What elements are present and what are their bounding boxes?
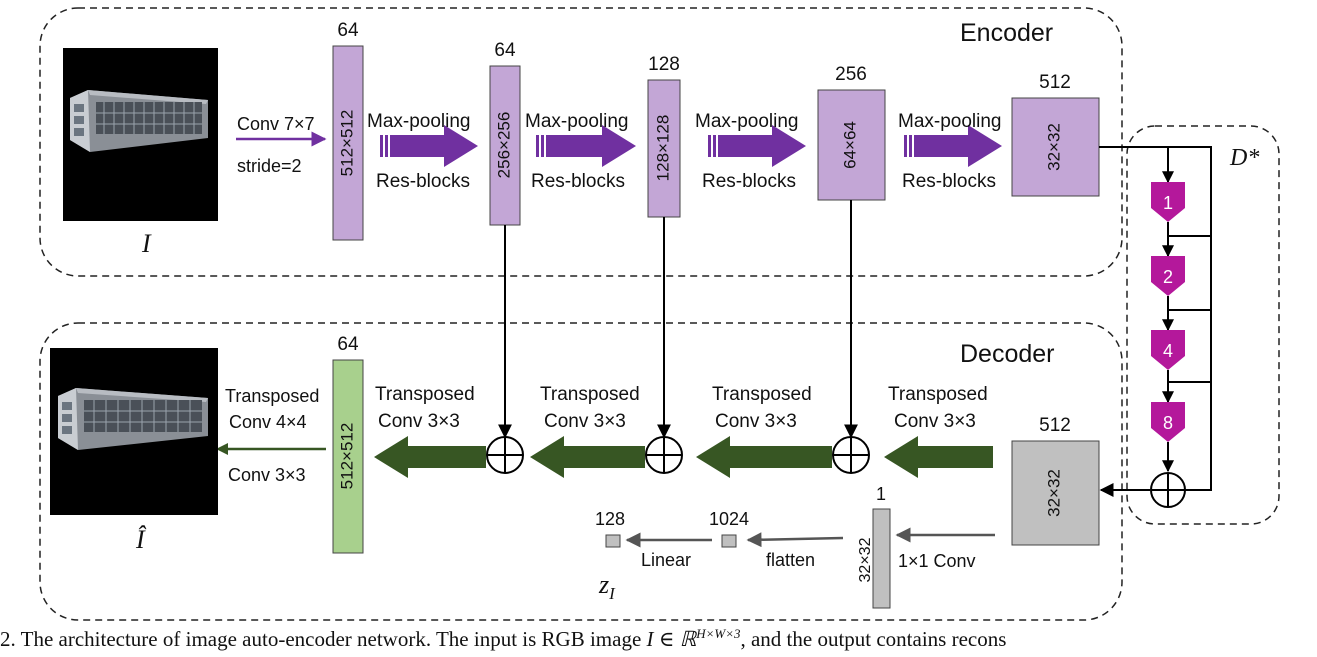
encoder-block-3: 128×128 128 xyxy=(647,54,681,218)
dilation-title: D* xyxy=(1229,145,1259,171)
svg-text:8: 8 xyxy=(1163,413,1173,433)
encoder-frame xyxy=(39,7,1123,277)
svg-text:64: 64 xyxy=(337,334,359,355)
svg-text:64×64: 64×64 xyxy=(840,121,859,169)
latent-vector xyxy=(605,534,621,548)
tconv-2-top-label: Transposed xyxy=(712,384,812,405)
stage-1-top-label: Max-pooling xyxy=(367,111,471,132)
svg-text:64: 64 xyxy=(337,20,359,41)
tconv-3-top-label: Transposed xyxy=(540,384,640,405)
encoder-stage-arrow-1 xyxy=(380,125,478,167)
decoder-frame xyxy=(39,322,1123,621)
input-symbol: I xyxy=(141,229,152,258)
decoder-stage-arrow-4 xyxy=(374,436,486,478)
decoder-sum-node-1 xyxy=(832,436,870,474)
svg-text:32×32: 32×32 xyxy=(1044,123,1063,171)
tconv-3-bottom-label: Conv 3×3 xyxy=(544,411,626,432)
dilation-sum-node xyxy=(1150,472,1186,508)
decoder-input-block: 32×32 512 xyxy=(1011,415,1100,546)
dilation-frame xyxy=(1126,125,1280,525)
dilation-block-4: 4 xyxy=(1151,330,1185,370)
flatten-vector xyxy=(721,534,737,548)
svg-text:512: 512 xyxy=(1039,72,1071,93)
output-symbol: Î xyxy=(135,525,147,554)
latent-symbol: zI xyxy=(598,570,616,603)
dilation-block-1: 1 xyxy=(1151,182,1185,222)
dilation-block-8: 8 xyxy=(1151,402,1185,442)
stage-1-bottom-label: Res-blocks xyxy=(376,171,470,192)
dilation-block-2: 2 xyxy=(1151,256,1185,296)
conv1x1-label: 1×1 Conv xyxy=(898,551,976,571)
encoder-block-1: 512×512 64 xyxy=(332,20,364,241)
stage-4-top-label: Max-pooling xyxy=(898,111,1002,132)
flatten-label: flatten xyxy=(766,550,815,570)
linear-label: Linear xyxy=(641,550,691,570)
figure-caption: 2. The architecture of image auto-encode… xyxy=(0,626,1007,651)
input-image xyxy=(63,48,218,221)
decoder-title: Decoder xyxy=(960,340,1055,368)
encoder-stage-arrow-3 xyxy=(708,125,806,167)
bottleneck-block: 1 32×32 xyxy=(857,484,891,609)
stage-3-top-label: Max-pooling xyxy=(695,111,799,132)
flatten-size: 1024 xyxy=(709,509,749,529)
latent-size: 128 xyxy=(595,509,625,529)
svg-text:1: 1 xyxy=(1163,193,1173,213)
decoder-stage-arrow-2 xyxy=(696,436,832,478)
output-image xyxy=(50,348,218,515)
flatten-arrow xyxy=(746,532,844,548)
svg-text:512×512: 512×512 xyxy=(337,110,356,177)
tconv-2-bottom-label: Conv 3×3 xyxy=(715,411,797,432)
encoder-title: Encoder xyxy=(960,19,1053,47)
svg-text:32×32: 32×32 xyxy=(1044,469,1063,517)
encoder-block-2: 256×256 64 xyxy=(489,40,521,226)
svg-text:2: 2 xyxy=(1163,267,1173,287)
stage-2-bottom-label: Res-blocks xyxy=(531,171,625,192)
svg-text:128×128: 128×128 xyxy=(653,115,672,182)
encoder-stage-arrow-2 xyxy=(536,125,636,167)
svg-text:512: 512 xyxy=(1039,415,1071,436)
svg-text:32×32: 32×32 xyxy=(857,537,874,582)
encoder-block-5: 32×32 512 xyxy=(1011,72,1100,197)
svg-text:64: 64 xyxy=(494,40,516,61)
tconv-4-bottom-label: Conv 3×3 xyxy=(378,411,460,432)
dilation-wiring xyxy=(1099,146,1212,497)
decoder-stage-arrow-3 xyxy=(530,436,645,478)
conv7-stride-label: stride=2 xyxy=(237,156,302,176)
decoder-sum-node-2 xyxy=(645,436,683,474)
stage-2-top-label: Max-pooling xyxy=(525,111,629,132)
stage-3-bottom-label: Res-blocks xyxy=(702,171,796,192)
final-conv-arrowhead xyxy=(216,443,228,455)
decoder-stage-arrow-1 xyxy=(884,436,993,478)
tconv-1-bottom-label: Conv 3×3 xyxy=(894,411,976,432)
svg-text:128: 128 xyxy=(648,54,680,75)
final-tconv-top-label: Transposed xyxy=(225,386,319,406)
stage-4-bottom-label: Res-blocks xyxy=(902,171,996,192)
final-tconv-mid-label: Conv 4×4 xyxy=(229,412,307,432)
tconv-1-top-label: Transposed xyxy=(888,384,988,405)
encoder-block-4: 64×64 256 xyxy=(817,64,886,201)
svg-text:512×512: 512×512 xyxy=(337,423,356,490)
conv7-label: Conv 7×7 xyxy=(237,114,315,134)
svg-text:256×256: 256×256 xyxy=(494,112,513,179)
encoder-stage-arrow-4 xyxy=(904,125,1002,167)
svg-text:4: 4 xyxy=(1163,341,1173,361)
svg-text:256: 256 xyxy=(835,64,867,85)
tconv-4-top-label: Transposed xyxy=(375,384,475,405)
decoder-output-block: 512×512 64 xyxy=(332,334,364,554)
svg-text:1: 1 xyxy=(876,484,886,504)
decoder-sum-node-3 xyxy=(486,436,524,474)
final-conv-bottom-label: Conv 3×3 xyxy=(228,465,306,485)
